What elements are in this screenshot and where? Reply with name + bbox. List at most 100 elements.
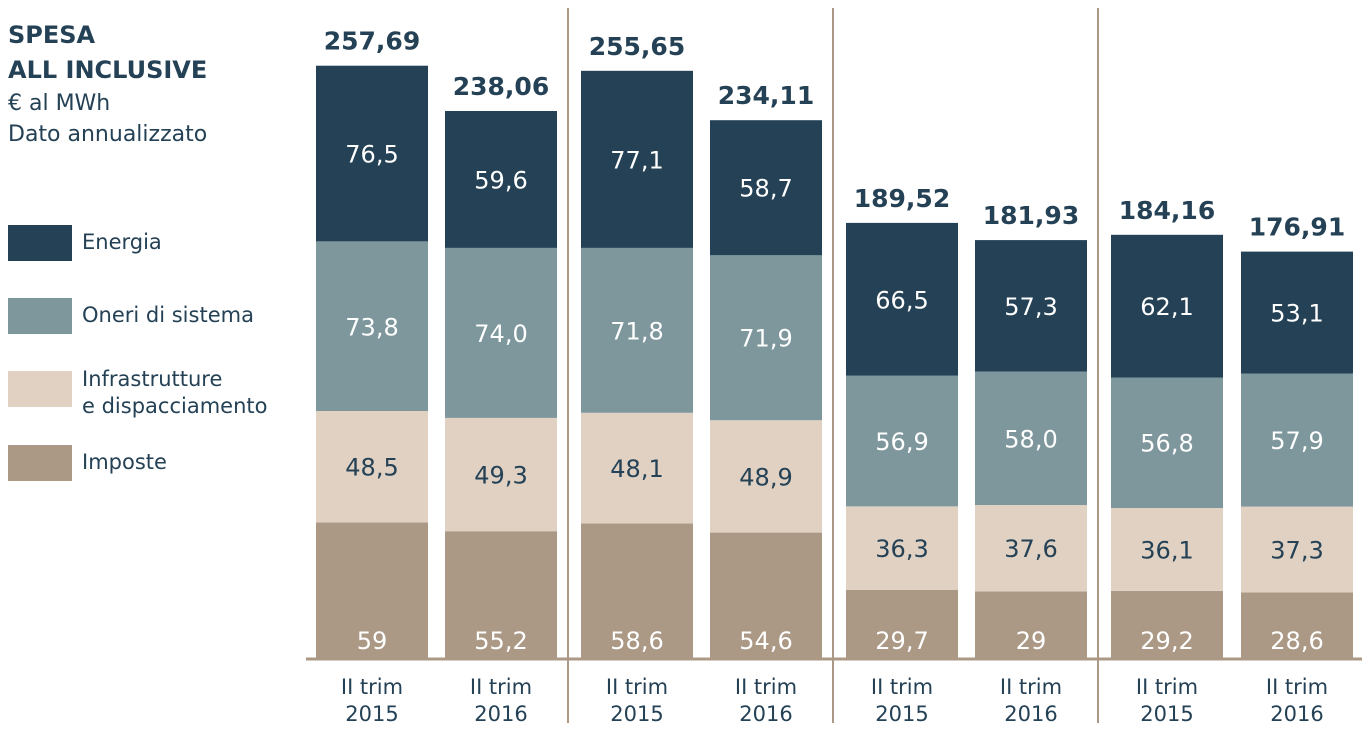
data-label-energia: 76,5 xyxy=(345,141,398,169)
bar-segment-infrastrutture xyxy=(846,506,958,590)
x-tick-label-line1: II trim xyxy=(1000,675,1062,699)
total-label: 184,16 xyxy=(1119,196,1215,225)
bar-segment-imposte xyxy=(316,522,428,658)
legend-swatch-infrastrutture xyxy=(8,371,72,407)
chart-title-line2: ALL INCLUSIVE xyxy=(8,56,208,84)
data-label-imposte: 29,2 xyxy=(1140,627,1193,655)
data-label-imposte: 29 xyxy=(1016,627,1047,655)
bar-segment-energia xyxy=(710,120,822,256)
data-label-imposte: 28,6 xyxy=(1270,627,1323,655)
data-label-energia: 66,5 xyxy=(875,286,928,314)
bar-segment-oneri xyxy=(710,255,822,421)
x-tick-label-line2: 2016 xyxy=(474,702,527,726)
chart-title-line1: SPESA xyxy=(8,21,96,49)
data-label-imposte: 54,6 xyxy=(739,627,792,655)
legend-label-infrastrutture-line1: Infrastrutture xyxy=(82,367,223,391)
total-label: 234,11 xyxy=(718,81,814,110)
data-label-oneri: 74,0 xyxy=(474,320,527,348)
total-label: 255,65 xyxy=(589,32,685,61)
bar-segment-imposte xyxy=(1111,590,1223,658)
bar-segment-energia xyxy=(445,111,557,248)
data-label-infrastrutture: 49,3 xyxy=(474,462,527,490)
x-tick-label-line1: II trim xyxy=(606,675,668,699)
data-label-infrastrutture: 37,3 xyxy=(1270,537,1323,565)
x-tick-label-line2: 2015 xyxy=(1140,702,1193,726)
legend-label-infrastrutture-line2: e dispacciamento xyxy=(82,394,268,418)
total-label: 181,93 xyxy=(983,201,1079,230)
bar-segment-imposte xyxy=(710,532,822,658)
bar-segment-energia xyxy=(1111,234,1223,378)
data-label-oneri: 56,8 xyxy=(1140,430,1193,458)
data-label-oneri: 58,0 xyxy=(1004,425,1057,453)
x-tick-label-line1: II trim xyxy=(735,675,797,699)
x-tick-label-line1: II trim xyxy=(1266,675,1328,699)
data-label-infrastrutture: 36,1 xyxy=(1140,537,1193,565)
total-label: 257,69 xyxy=(324,27,420,56)
legend-item-oneri: Oneri di sistema xyxy=(8,298,308,338)
data-label-oneri: 71,8 xyxy=(610,317,663,345)
bar-segment-infrastrutture xyxy=(1111,508,1223,591)
total-label: 238,06 xyxy=(453,72,549,101)
bar-segment-energia xyxy=(316,65,428,242)
data-label-infrastrutture: 48,9 xyxy=(739,463,792,491)
legend-swatch-energia xyxy=(8,225,72,261)
data-label-imposte: 58,6 xyxy=(610,627,663,655)
bar-segment-oneri xyxy=(1111,377,1223,508)
bar-segment-oneri xyxy=(846,375,958,507)
legend-item-imposte: Imposte xyxy=(8,445,308,485)
legend-item-energia: Energia xyxy=(8,225,308,265)
chart-title-block: SPESA ALL INCLUSIVE € al MWh Dato annual… xyxy=(8,18,308,150)
data-label-imposte: 59 xyxy=(357,627,388,655)
bar-segment-energia xyxy=(581,70,693,248)
bar-segment-infrastrutture xyxy=(581,412,693,524)
x-tick-label-line2: 2016 xyxy=(1270,702,1323,726)
x-tick-label-line2: 2016 xyxy=(1004,702,1057,726)
x-tick-label-line1: II trim xyxy=(470,675,532,699)
data-label-infrastrutture: 48,1 xyxy=(610,455,663,483)
legend-item-infrastrutture: Infrastrutture e dispacciamento xyxy=(8,367,308,418)
x-tick-label-line1: II trim xyxy=(871,675,933,699)
bar-segment-imposte xyxy=(975,591,1087,658)
bar-segment-infrastrutture xyxy=(316,411,428,523)
bar-segment-infrastrutture xyxy=(1241,506,1353,593)
bar-segment-imposte xyxy=(846,589,958,658)
data-label-energia: 53,1 xyxy=(1270,300,1323,328)
bar-segment-imposte xyxy=(445,531,557,658)
bar-segment-imposte xyxy=(1241,592,1353,658)
legend-swatch-imposte xyxy=(8,445,72,481)
total-label: 189,52 xyxy=(854,184,950,213)
data-label-energia: 59,6 xyxy=(474,167,527,195)
data-label-energia: 57,3 xyxy=(1004,293,1057,321)
legend-label-oneri: Oneri di sistema xyxy=(82,303,254,327)
bar-segment-oneri xyxy=(1241,373,1353,507)
data-label-imposte: 55,2 xyxy=(474,627,527,655)
bar-segment-infrastrutture xyxy=(975,505,1087,592)
bar-segment-infrastrutture xyxy=(710,420,822,533)
x-tick-label-line2: 2015 xyxy=(610,702,663,726)
bar-segment-infrastrutture xyxy=(445,417,557,532)
data-label-infrastrutture: 48,5 xyxy=(345,454,398,482)
bar-segment-oneri xyxy=(316,241,428,411)
legend-label-imposte: Imposte xyxy=(82,450,167,474)
data-label-oneri: 73,8 xyxy=(345,313,398,341)
bar-segment-energia xyxy=(975,240,1087,372)
x-tick-label-line2: 2016 xyxy=(739,702,792,726)
data-label-oneri: 56,9 xyxy=(875,428,928,456)
bar-segment-energia xyxy=(846,222,958,376)
data-label-imposte: 29,7 xyxy=(875,627,928,655)
data-label-infrastrutture: 37,6 xyxy=(1004,535,1057,563)
bar-segment-imposte xyxy=(581,523,693,658)
data-label-energia: 58,7 xyxy=(739,175,792,203)
data-label-infrastrutture: 36,3 xyxy=(875,535,928,563)
chart-note: Dato annualizzato xyxy=(8,122,208,147)
x-tick-label-line2: 2015 xyxy=(875,702,928,726)
x-tick-label-line1: II trim xyxy=(341,675,403,699)
bar-segment-oneri xyxy=(975,371,1087,505)
legend-swatch-oneri xyxy=(8,298,72,334)
data-label-energia: 62,1 xyxy=(1140,293,1193,321)
chart-unit: € al MWh xyxy=(8,91,111,116)
total-label: 176,91 xyxy=(1249,213,1345,242)
legend-label-energia: Energia xyxy=(82,230,162,254)
x-tick-label-line1: II trim xyxy=(1136,675,1198,699)
